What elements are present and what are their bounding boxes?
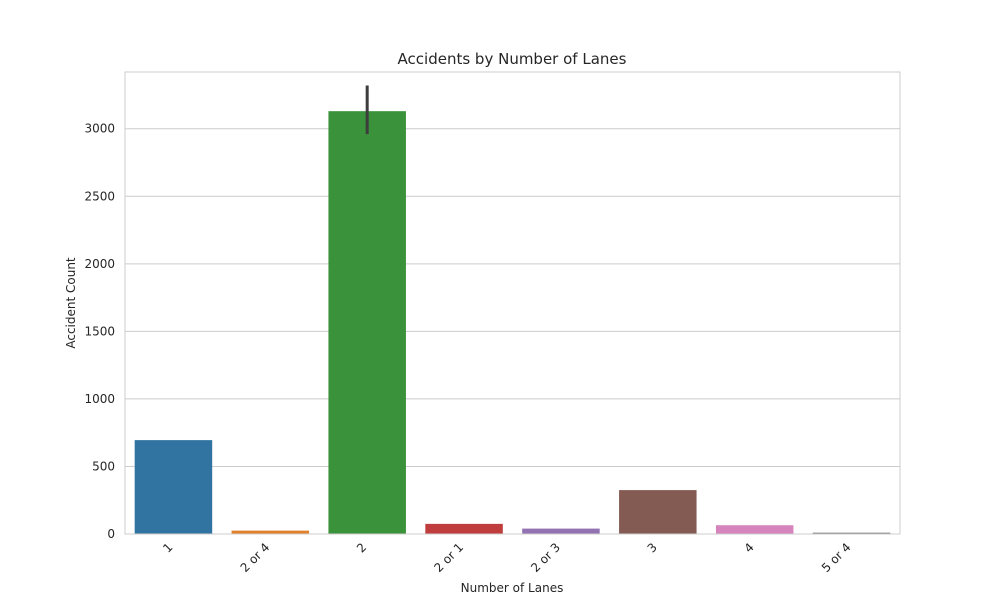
bar [812, 532, 891, 534]
x-tick-label: 4 [742, 540, 757, 555]
plot-frame [124, 71, 901, 535]
bar [328, 111, 406, 534]
y-tick-label: 3000 [84, 122, 115, 136]
x-tick-label: 2 or 3 [528, 540, 563, 575]
y-tick-label: 0 [107, 527, 115, 541]
x-tick-label: 2 or 1 [431, 540, 466, 575]
bars [134, 111, 891, 534]
bar [522, 528, 600, 534]
x-tick-label: 5 or 4 [819, 540, 854, 575]
y-tick-labels: 0 500 1000 1500 2000 2500 3000 [84, 122, 115, 541]
x-tick-label: 2 [354, 540, 369, 555]
bar [425, 523, 503, 534]
y-tick-label: 2500 [84, 189, 115, 203]
bar [134, 440, 213, 534]
x-axis-label: Number of Lanes [461, 581, 564, 595]
x-tick-label: 1 [160, 540, 175, 555]
bar [619, 490, 697, 534]
y-tick-label: 2000 [84, 257, 115, 271]
y-tick-label: 1000 [84, 392, 115, 406]
x-tick-label: 2 or 4 [238, 540, 273, 575]
gridlines [125, 128, 900, 535]
bar [231, 530, 310, 534]
x-tick-labels: 1 2 or 4 2 2 or 1 2 or 3 3 4 5 or 4 [160, 540, 853, 575]
y-axis-label: Accident Count [64, 257, 78, 349]
y-tick-label: 1500 [84, 324, 115, 338]
y-tick-label: 500 [92, 459, 115, 473]
chart-title: Accidents by Number of Lanes [398, 50, 627, 68]
x-tick-label: 3 [645, 540, 660, 555]
bar [715, 525, 794, 534]
